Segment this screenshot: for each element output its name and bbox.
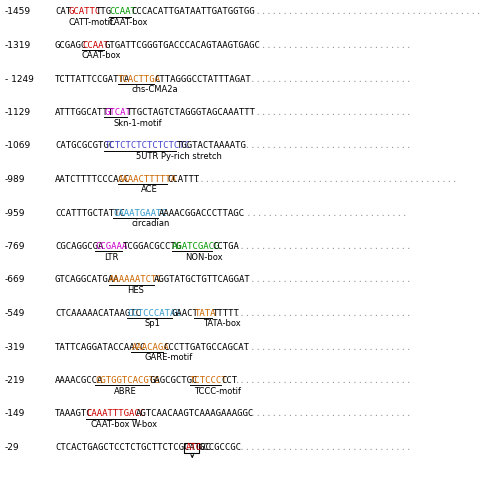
Text: GARE-motif: GARE-motif	[144, 353, 193, 362]
Text: -319: -319	[5, 342, 25, 351]
Text: -219: -219	[5, 376, 25, 385]
Text: CCATTT: CCATTT	[167, 175, 199, 184]
Text: AGGTATGCTGTTCAGGAT: AGGTATGCTGTTCAGGAT	[154, 276, 250, 284]
Text: TAAAGTC: TAAAGTC	[55, 410, 93, 418]
Text: TCTCCCT: TCTCCCT	[190, 376, 227, 385]
Text: AAAACGCCA: AAAACGCCA	[55, 376, 103, 385]
Text: GTCAGGCATGAA: GTCAGGCATGAA	[55, 276, 119, 284]
Text: .................................: .................................	[235, 376, 411, 385]
Text: .................................: .................................	[235, 242, 411, 251]
Text: CCTGA: CCTGA	[212, 242, 239, 251]
Text: CAAT-box: CAAT-box	[82, 52, 121, 60]
Text: TCGGACGCCTG: TCGGACGCCTG	[122, 242, 181, 251]
Text: CAAT-box: CAAT-box	[91, 420, 130, 429]
Text: CTCAAAAACATAAGTC: CTCAAAAACATAAGTC	[55, 309, 141, 318]
Text: CCCACATTGATAATTGATGGTGG: CCCACATTGATAATTGATGGTGG	[131, 8, 254, 16]
Text: -149: -149	[5, 410, 25, 418]
Text: -1459: -1459	[5, 8, 31, 16]
Text: TATTCAGGATACCAACC: TATTCAGGATACCAACC	[55, 342, 146, 351]
Text: HES: HES	[127, 286, 144, 295]
Text: CGCAGGCGA: CGCAGGCGA	[55, 242, 103, 251]
Text: 5UTR Py-rich stretch: 5UTR Py-rich stretch	[136, 152, 221, 161]
Text: GTCAT: GTCAT	[104, 108, 131, 117]
Text: GCATTC: GCATTC	[68, 8, 100, 16]
Text: TGGTACTAAAATG: TGGTACTAAAATG	[176, 142, 246, 150]
Text: CCAAT: CCAAT	[82, 41, 108, 50]
Text: NON-box: NON-box	[185, 252, 223, 262]
Text: W-box: W-box	[131, 420, 157, 429]
Text: GCCGCCGC: GCCGCCGC	[199, 443, 241, 452]
Text: .................................: .................................	[235, 410, 411, 418]
Text: .................................: .................................	[235, 108, 411, 117]
Text: AAAACTTTTTA: AAAACTTTTTA	[118, 175, 177, 184]
Text: -1069: -1069	[5, 142, 31, 150]
Text: Sp1: Sp1	[144, 320, 160, 328]
Text: .................................: .................................	[235, 276, 411, 284]
Text: CATGCGCGTGC: CATGCGCGTGC	[55, 142, 114, 150]
Text: AAACAGA: AAACAGA	[131, 342, 169, 351]
Text: CATT-motif: CATT-motif	[68, 18, 113, 27]
Text: CAAATTTGACC: CAAATTTGACC	[86, 410, 145, 418]
Text: CCT: CCT	[221, 376, 237, 385]
Text: .................................: .................................	[235, 142, 411, 150]
Text: GCGAGC: GCGAGC	[55, 41, 87, 50]
Text: TTGCTAGTCTAGGGTAGCAAATTT: TTGCTAGTCTAGGGTAGCAAATTT	[127, 108, 255, 117]
Text: .................................: .................................	[235, 74, 411, 84]
Text: .................................: .................................	[235, 309, 411, 318]
Text: circadian: circadian	[131, 219, 169, 228]
Text: chs-CMA2a: chs-CMA2a	[131, 85, 178, 94]
Text: CCAAT: CCAAT	[109, 8, 135, 16]
Text: CCCTTGATGCCAGCAT: CCCTTGATGCCAGCAT	[163, 342, 249, 351]
Text: CAAATGAATC: CAAATGAATC	[113, 208, 167, 218]
Text: CTCACTGAGCTCCTCTGCTTCTCGCATCC: CTCACTGAGCTCCTCTGCTTCTCGCATCC	[55, 443, 210, 452]
Text: .................................................: ........................................…	[235, 8, 480, 16]
Text: - 1249: - 1249	[5, 74, 34, 84]
Text: .................................: .................................	[230, 208, 407, 218]
Text: -669: -669	[5, 276, 25, 284]
Text: TCTCTCTCTCTCTCTC: TCTCTCTCTCTCTCTC	[104, 142, 190, 150]
Text: CAAT-box: CAAT-box	[109, 18, 148, 27]
Text: AAAAAATCTC: AAAAAATCTC	[109, 276, 162, 284]
Text: -989: -989	[5, 175, 25, 184]
Text: GTGATTCGGGTGACCCACAGTAAGTGAGC: GTGATTCGGGTGACCCACAGTAAGTGAGC	[104, 41, 260, 50]
Text: -29: -29	[5, 443, 20, 452]
Text: CCATTTGCTATTC: CCATTTGCTATTC	[55, 208, 125, 218]
Text: CCGAAA: CCGAAA	[96, 242, 128, 251]
Text: ABRE: ABRE	[113, 386, 136, 396]
Text: AATCTTTTCCCACC: AATCTTTTCCCACC	[55, 175, 130, 184]
Text: -769: -769	[5, 242, 25, 251]
Text: .................................: .................................	[235, 342, 411, 351]
Text: GAGCGCTGC: GAGCGCTGC	[149, 376, 197, 385]
Text: ATTTGGCATTT: ATTTGGCATTT	[55, 108, 114, 117]
Text: CGTGGTCACGTG: CGTGGTCACGTG	[96, 376, 160, 385]
Text: .................................: .................................	[235, 41, 411, 50]
Text: AAAACGGACCCTTAGC: AAAACGGACCCTTAGC	[158, 208, 244, 218]
Text: .................................................: ........................................…	[194, 175, 457, 184]
Text: TATA: TATA	[194, 309, 216, 318]
Text: ACE: ACE	[140, 186, 157, 194]
Text: .................................: .................................	[235, 443, 411, 452]
Text: TATA-box: TATA-box	[203, 320, 241, 328]
Text: CAT: CAT	[55, 8, 71, 16]
Bar	[184, 442, 199, 452]
Text: AGTCAACAAGTCAAAGAAAGGC: AGTCAACAAGTCAAAGAAAGGC	[136, 410, 254, 418]
Text: TTTTT: TTTTT	[212, 309, 239, 318]
Text: TTG: TTG	[96, 8, 111, 16]
Text: Skn-1-motif: Skn-1-motif	[113, 118, 162, 128]
Text: -1129: -1129	[5, 108, 31, 117]
Text: CCTCCCATAG: CCTCCCATAG	[127, 309, 180, 318]
Text: TCCC-motif: TCCC-motif	[194, 386, 241, 396]
Text: AGATCGACG: AGATCGACG	[172, 242, 220, 251]
Text: ATG: ATG	[185, 443, 201, 452]
Text: LTR: LTR	[104, 252, 119, 262]
Text: TCACTTGA: TCACTTGA	[118, 74, 161, 84]
Text: -959: -959	[5, 208, 25, 218]
Text: CTTAGGGCCTATTTAGAT: CTTAGGGCCTATTTAGAT	[154, 74, 250, 84]
Text: -549: -549	[5, 309, 25, 318]
Text: GAACT: GAACT	[172, 309, 198, 318]
Text: -1319: -1319	[5, 41, 31, 50]
Text: TCTTATTCCGATTA: TCTTATTCCGATTA	[55, 74, 130, 84]
